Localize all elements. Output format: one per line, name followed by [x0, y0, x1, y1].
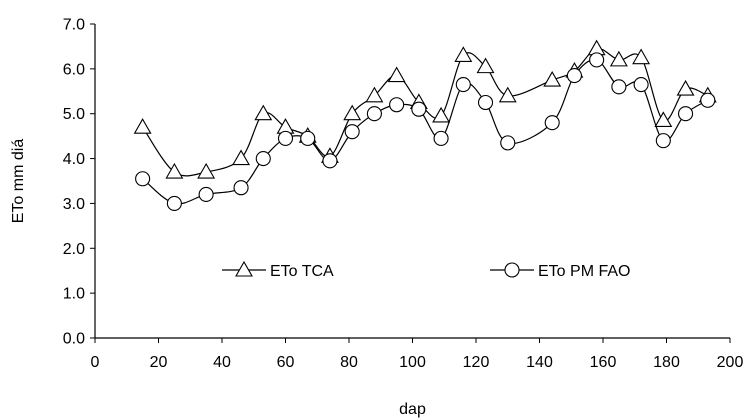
- series-layer: [133, 39, 717, 211]
- legend-marker: [504, 262, 520, 278]
- x-tick-label: 40: [213, 354, 231, 371]
- circle-point: [300, 130, 316, 146]
- triangle-point: [343, 104, 362, 121]
- circle-point: [344, 124, 360, 140]
- y-tick-label: 6.0: [63, 61, 85, 78]
- triangle-point: [387, 66, 406, 83]
- legend-label: ETo TCA: [270, 263, 334, 280]
- series-eto-pm-fao: [135, 52, 716, 211]
- circle-point: [611, 79, 627, 95]
- triangle-point: [365, 86, 384, 103]
- x-tick-label: 80: [340, 354, 358, 371]
- y-tick-label: 3.0: [63, 196, 85, 213]
- circle-point: [544, 115, 560, 131]
- circle-point: [198, 186, 214, 203]
- triangle-point: [654, 111, 673, 127]
- triangle-point: [432, 106, 451, 123]
- circle-point: [322, 153, 338, 169]
- triangle-point: [543, 70, 562, 87]
- y-tick-label: 1.0: [63, 286, 85, 303]
- triangle-point: [454, 46, 473, 62]
- x-tick-label: 120: [463, 354, 490, 371]
- legend-marker: [235, 260, 253, 277]
- x-tick-label: 0: [91, 354, 100, 371]
- circle-point: [633, 77, 649, 93]
- y-tick-label: 7.0: [63, 17, 85, 34]
- x-tick-label: 140: [526, 354, 553, 371]
- triangle-point: [476, 57, 495, 74]
- triangle-point: [197, 162, 216, 179]
- circle-point: [433, 130, 449, 146]
- circle-point: [166, 195, 182, 211]
- y-tick-label: 5.0: [63, 106, 85, 123]
- y-axis-label: ETo mm diá: [10, 139, 27, 224]
- triangle-point: [232, 149, 250, 166]
- circle-point: [366, 106, 382, 122]
- y-axis-ticks: 0.0 1.0 2.0 3.0 4.0 5.0 6.0 7.0: [63, 17, 95, 348]
- triangle-point: [254, 104, 273, 121]
- x-tick-label: 60: [277, 354, 295, 371]
- x-axis-label: dap: [399, 401, 426, 418]
- x-tick-label: 180: [653, 354, 680, 371]
- triangle-point: [609, 50, 628, 67]
- legend-label: ETo PM FAO: [538, 263, 630, 280]
- triangle-point: [632, 48, 651, 65]
- x-axis-ticks: 0 20 40 60 80 100 120 140 160 180 200: [91, 338, 744, 371]
- x-tick-label: 160: [590, 354, 617, 371]
- y-tick-label: 0.0: [63, 331, 85, 348]
- circle-point: [411, 101, 427, 117]
- circle-point: [255, 151, 271, 167]
- circle-point: [455, 77, 471, 93]
- legend: ETo TCA ETo PM FAO: [222, 260, 630, 280]
- triangle-point: [676, 79, 695, 96]
- circle-point: [655, 133, 671, 149]
- legend-item: ETo PM FAO: [490, 262, 630, 280]
- legend-item: ETo TCA: [222, 260, 334, 280]
- y-tick-label: 2.0: [63, 241, 85, 258]
- x-tick-label: 100: [399, 354, 426, 371]
- circle-point: [135, 171, 151, 187]
- circle-point: [677, 106, 694, 122]
- circle-point: [233, 180, 249, 196]
- y-tick-label: 4.0: [63, 151, 85, 168]
- x-tick-label: 20: [150, 354, 168, 371]
- circle-point: [589, 52, 605, 68]
- triangle-point: [165, 162, 184, 179]
- circle-point: [477, 94, 494, 111]
- x-tick-label: 200: [717, 354, 744, 371]
- triangle-point: [133, 118, 152, 134]
- circle-point: [700, 92, 716, 108]
- circle-point: [500, 135, 516, 151]
- circle-point: [277, 130, 294, 146]
- circle-point: [389, 97, 405, 113]
- axes: [94, 24, 730, 339]
- circle-point: [566, 68, 582, 84]
- triangle-point: [498, 86, 517, 103]
